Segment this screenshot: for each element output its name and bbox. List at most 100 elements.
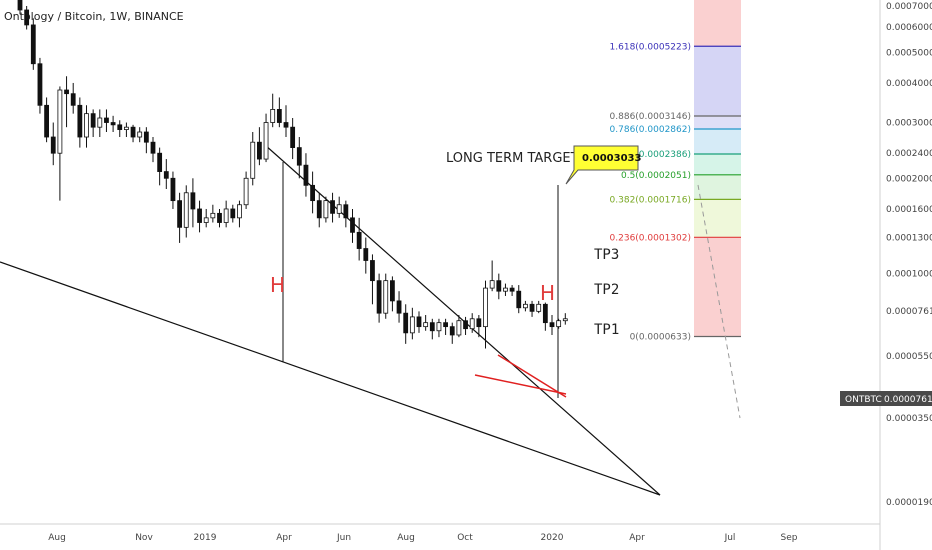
- h-label-left: H: [270, 273, 285, 297]
- candle-body: [463, 320, 468, 330]
- candle-body: [57, 89, 63, 154]
- candle-body: [37, 63, 43, 106]
- candle-body: [217, 212, 222, 223]
- fib-zone: [694, 46, 741, 116]
- tp3-label: TP3: [594, 247, 619, 263]
- current-price-tag: ONTBTC 0.0000761: [840, 391, 932, 406]
- candle-body: [516, 290, 522, 309]
- fib-zone: [694, 115, 741, 130]
- target-callout: 0.0003033: [565, 145, 642, 185]
- y-tick-label: 0.0001000: [886, 270, 932, 280]
- candle-body: [503, 287, 508, 292]
- y-tick-label: 0.0005000: [886, 48, 932, 58]
- candle-body: [443, 322, 449, 328]
- candle-body: [137, 131, 143, 138]
- candle-body: [389, 280, 395, 302]
- x-tick-label: Nov: [135, 533, 153, 543]
- y-tick-label: 0.0007000: [886, 2, 932, 12]
- fib-level-label: 0.618(0.0002386): [610, 150, 691, 160]
- fib-zone: [694, 237, 741, 337]
- price-tag-symbol: ONTBTC: [845, 395, 882, 405]
- candle-body: [64, 89, 69, 95]
- candle-body: [97, 117, 103, 128]
- y-tick-label: 0.0000550: [886, 352, 932, 362]
- candle-body: [203, 217, 209, 223]
- x-tick-label: Jun: [336, 533, 351, 543]
- candle-body: [489, 280, 495, 289]
- h-label-right: H: [540, 281, 555, 305]
- candle-body: [177, 200, 183, 228]
- y-tick-label: 0.0001600: [886, 205, 932, 215]
- candle-body: [536, 303, 542, 312]
- candle-body: [124, 126, 129, 130]
- y-tick-label: 0.0003000: [886, 119, 932, 129]
- tp1-label: TP1: [594, 322, 619, 338]
- y-tick-label: 0.0002400: [886, 149, 932, 159]
- candle-body: [549, 322, 555, 328]
- candle-body: [197, 208, 202, 223]
- candle-body: [290, 126, 296, 148]
- candle-body: [456, 320, 462, 336]
- candle-body: [436, 322, 442, 332]
- candle-body: [296, 147, 302, 166]
- candle-body: [190, 192, 196, 210]
- x-tick-label: Jul: [724, 533, 736, 543]
- candle-body: [529, 303, 535, 312]
- candle-body: [283, 122, 289, 128]
- candle-body: [223, 208, 229, 223]
- y-tick-label: 0.0004000: [886, 79, 932, 89]
- candle-body: [330, 200, 335, 214]
- x-tick-label: Aug: [397, 533, 415, 543]
- fib-level-label: 0.382(0.0001716): [610, 195, 691, 205]
- candle-body: [270, 109, 276, 123]
- symbol-title: Ontology / Bitcoin, 1W, BINANCE: [4, 10, 184, 23]
- fib-zones: [694, 0, 741, 337]
- long-term-target-label: LONG TERM TARGET: [446, 151, 579, 166]
- candle-body: [143, 131, 149, 143]
- fib-level-label: 0.236(0.0001302): [610, 233, 691, 243]
- candle-body: [396, 300, 402, 314]
- candle-body: [130, 126, 136, 138]
- candle-body: [157, 152, 163, 172]
- price-tag-bg: [840, 391, 932, 406]
- candle-body: [170, 177, 176, 202]
- y-tick-label: 0.0000190: [886, 498, 932, 508]
- fib-level-label: 0(0.0000633): [630, 332, 691, 342]
- candle-body: [409, 316, 415, 334]
- candle-body: [376, 280, 382, 314]
- candle-body: [416, 316, 422, 328]
- y-axis-ticks: 0.0007000 0.0006000 0.0005000 0.0004000 0.00…: [886, 2, 932, 508]
- resistance-trendline: [264, 144, 661, 496]
- candle-body: [336, 204, 342, 214]
- candle-body: [363, 248, 369, 261]
- candle-body: [449, 326, 455, 336]
- candle-body: [276, 109, 282, 123]
- y-tick-label: 0.0000761: [886, 307, 932, 317]
- candle-body: [117, 124, 123, 130]
- candle-body: [370, 260, 375, 282]
- fib-zone: [694, 199, 741, 238]
- candle-body: [250, 141, 256, 179]
- candle-body: [429, 322, 435, 332]
- candle-body: [310, 184, 316, 202]
- y-tick-label: 0.0001300: [886, 234, 932, 244]
- candle-body: [356, 231, 362, 249]
- candle-body: [230, 208, 236, 219]
- candle-body: [263, 122, 269, 160]
- candle-body: [323, 200, 329, 219]
- candle-body: [44, 104, 49, 138]
- candle-body: [383, 280, 389, 314]
- fib-zone: [694, 154, 741, 175]
- y-tick-label: 0.0000350: [886, 414, 932, 424]
- fib-level-label: 0.5(0.0002051): [621, 171, 691, 181]
- candle-body: [163, 171, 169, 179]
- y-tick-label: 0.0002000: [886, 174, 932, 184]
- candlestick-series: [17, 0, 568, 349]
- candle-body: [90, 113, 96, 128]
- support-trendline: [0, 261, 661, 496]
- fib-level-label: 1.618(0.0005223): [610, 42, 691, 52]
- candle-body: [509, 287, 515, 292]
- x-tick-label: Aug: [48, 533, 66, 543]
- candle-body: [562, 318, 568, 322]
